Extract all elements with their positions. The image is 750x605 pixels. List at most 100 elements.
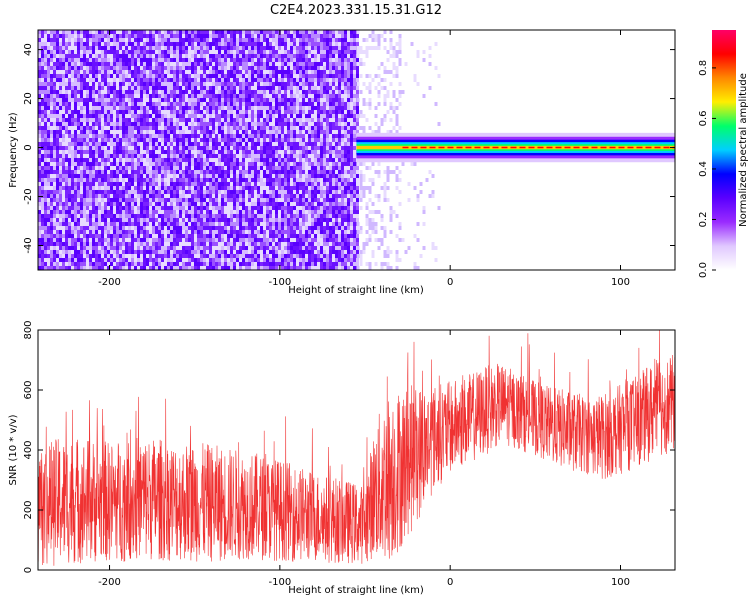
- spectrogram-cell: [335, 46, 338, 50]
- spectrogram-cell: [164, 210, 167, 214]
- spectrogram-cell: [248, 178, 251, 182]
- spectrogram-cell: [89, 98, 92, 102]
- spectrogram-cell: [338, 110, 341, 114]
- spectrogram-cell: [137, 90, 140, 94]
- spectrogram-cell: [158, 126, 161, 130]
- spectrogram-cell: [260, 150, 263, 154]
- spectrogram-cell: [128, 206, 131, 210]
- spectrogram-cell: [164, 162, 167, 166]
- spectrogram-cell: [311, 202, 314, 206]
- spectrogram-cell: [38, 38, 41, 42]
- spectrogram-cell: [71, 114, 74, 118]
- spectrogram-cell: [209, 170, 212, 174]
- spectrogram-cell: [290, 198, 293, 202]
- spectrogram-cell: [155, 166, 158, 170]
- spectrogram-cell: [134, 158, 137, 162]
- spectrogram-cell: [152, 78, 155, 82]
- spectrogram-cell: [137, 94, 140, 98]
- spectrogram-cell: [122, 98, 125, 102]
- spectrogram-cell: [332, 198, 335, 202]
- spectrogram-cell: [65, 146, 68, 150]
- spectrogram-cell: [98, 98, 101, 102]
- spectrogram-cell: [107, 42, 110, 46]
- spectrogram-cell: [317, 198, 320, 202]
- spectrogram-cell: [68, 74, 71, 78]
- spectrogram-cell: [47, 214, 50, 218]
- spectrogram-cell: [260, 182, 263, 186]
- spectrogram-cell: [101, 110, 104, 114]
- spectrogram-cell: [353, 202, 356, 206]
- spectrogram-cell: [167, 146, 170, 150]
- spectrogram-cell: [53, 34, 56, 38]
- spectrogram-cell: [278, 150, 281, 154]
- spectrogram-cell: [215, 106, 218, 110]
- spectrogram-cell: [341, 46, 344, 50]
- spectrogram-cell: [158, 130, 161, 134]
- spectrogram-cell: [41, 150, 44, 154]
- spectrogram-cells: [38, 30, 441, 270]
- spectrogram-cell: [83, 38, 86, 42]
- spectrogram-cell: [101, 214, 104, 218]
- spectrogram-cell: [254, 130, 257, 134]
- spectrogram-cell: [185, 174, 188, 178]
- spectrogram-cell: [125, 90, 128, 94]
- spectrogram-cell: [65, 158, 68, 162]
- spectrogram-cell: [131, 30, 134, 34]
- spectrogram-cell: [215, 170, 218, 174]
- spectrogram-cell: [353, 182, 356, 186]
- spectrogram-cell: [326, 46, 329, 50]
- spectrogram-cell: [170, 66, 173, 70]
- spectrogram-cell: [350, 206, 353, 210]
- spectrogram-cell: [335, 78, 338, 82]
- spectrogram-cell: [242, 190, 245, 194]
- spectrogram-cell: [104, 154, 107, 158]
- spectrogram-cell: [356, 166, 359, 170]
- spectrogram-cell: [56, 110, 59, 114]
- spectrogram-cell: [131, 134, 134, 138]
- spectrogram-cell: [179, 154, 182, 158]
- spectrogram-cell: [314, 94, 317, 98]
- spectrogram-cell: [290, 30, 293, 34]
- spectrogram-cell: [275, 118, 278, 122]
- spectrogram-cell: [167, 122, 170, 126]
- spectrogram-cell: [230, 62, 233, 66]
- spectrogram-cell: [140, 74, 143, 78]
- spectrogram-cell: [98, 78, 101, 82]
- spectrogram-cell: [77, 50, 80, 54]
- spectrogram-cell: [56, 130, 59, 134]
- spectrogram-cell: [251, 178, 254, 182]
- spectrogram-cell: [65, 126, 68, 130]
- spectrogram-cell: [143, 74, 146, 78]
- spectrogram-cell: [308, 114, 311, 118]
- spectrogram-cell: [329, 54, 332, 58]
- spectrogram-cell: [146, 210, 149, 214]
- spectrogram-cell: [347, 210, 350, 214]
- spectrogram-cell: [341, 86, 344, 90]
- spectrogram-cell: [44, 110, 47, 114]
- spectrogram-cell: [206, 166, 209, 170]
- spectrogram-cell: [305, 210, 308, 214]
- spectrogram-cell: [317, 54, 320, 58]
- spectrogram-cell: [290, 146, 293, 150]
- spectrogram-cell: [164, 146, 167, 150]
- spectrogram-cell: [44, 162, 47, 166]
- spectrogram-cell: [86, 118, 89, 122]
- spectrogram-cell: [83, 198, 86, 202]
- spectrogram-cell: [326, 198, 329, 202]
- spectrogram-cell: [71, 78, 74, 82]
- spectrogram-cell: [224, 110, 227, 114]
- spectrogram-cell: [38, 134, 41, 138]
- spectrogram-cell: [104, 50, 107, 54]
- spectrogram-cell: [284, 202, 287, 206]
- spectrogram-cell: [104, 118, 107, 122]
- spectrogram-cell: [71, 74, 74, 78]
- spectrogram-cell: [104, 78, 107, 82]
- spectrogram-cell: [122, 162, 125, 166]
- spectrogram-cell: [350, 66, 353, 70]
- spectrogram-cell: [56, 142, 59, 146]
- spectrogram-cell: [227, 110, 230, 114]
- spectrogram-cell: [263, 98, 266, 102]
- spectrogram-cell: [278, 58, 281, 62]
- spectrogram-cell: [77, 158, 80, 162]
- spectrogram-cell: [275, 78, 278, 82]
